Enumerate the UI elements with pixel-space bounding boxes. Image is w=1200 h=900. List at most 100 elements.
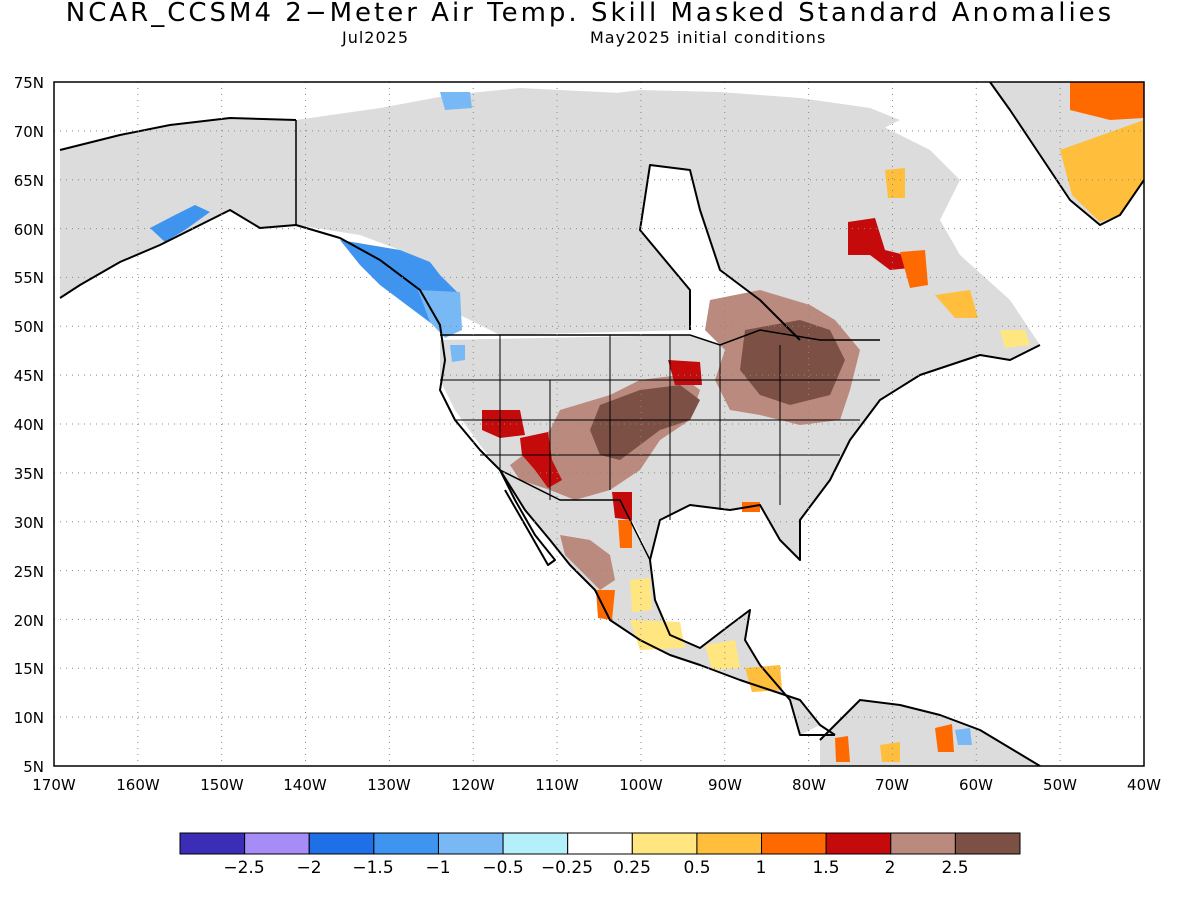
anomaly-mexico-brown: [560, 535, 615, 590]
lat-label: 35N: [14, 465, 44, 483]
hudson-bay-line: [639, 164, 801, 341]
mexico-land: [500, 470, 820, 735]
colorbar-label: 2: [885, 858, 896, 878]
lat-label: 60N: [14, 221, 44, 239]
colorbar-swatch: [179, 832, 246, 855]
anomaly-sa-lightblue: [955, 728, 972, 745]
graticule: [54, 82, 1144, 766]
colorbar-swatch: [502, 832, 569, 855]
colorbar-swatch: [696, 832, 763, 855]
lat-label: 70N: [14, 123, 44, 141]
anomaly-mexico-yellow: [630, 578, 652, 612]
anomaly-yucatan-yellow: [705, 640, 740, 670]
colorbar-swatch: [308, 832, 375, 855]
us-mexico-border: [499, 469, 651, 561]
lat-label: 25N: [14, 563, 44, 581]
west-coast-line: [59, 117, 836, 736]
state-lines: [440, 335, 880, 520]
anomaly-cells: [150, 82, 1144, 762]
political-borders: [295, 120, 880, 561]
anomaly-sa-orange: [835, 736, 850, 762]
lon-label: 130W: [367, 776, 411, 794]
south-america-land: [820, 700, 1040, 766]
colorbar-swatch: [825, 832, 892, 855]
anomaly-greenland-orange: [1070, 82, 1144, 120]
anomaly-wa-lightblue: [450, 345, 465, 362]
anomaly-gulf-yellow: [630, 620, 685, 650]
coastlines: [59, 82, 1144, 766]
lon-label: 100W: [619, 776, 663, 794]
anomaly-iowa-red: [668, 360, 702, 385]
colorbar-swatch: [437, 832, 504, 855]
lat-label: 10N: [14, 709, 44, 727]
lon-label: 120W: [451, 776, 495, 794]
lat-label: 75N: [14, 74, 44, 92]
lon-label: 50W: [1043, 776, 1077, 794]
alaska-land: [60, 118, 296, 298]
anomaly-greenland-yellow: [1060, 120, 1144, 222]
colorbar-label: 1: [756, 858, 767, 878]
lat-label: 30N: [14, 514, 44, 532]
lon-label: 110W: [535, 776, 579, 794]
map-frame: [53, 81, 1145, 767]
colorbar-labels: −2.5 −2 −1.5 −1 −0.5 −0.25 0.25 0.5 1 1.…: [223, 858, 968, 878]
colorbar-label: −0.25: [541, 858, 593, 878]
anomaly-newfoundland-yellow: [935, 290, 978, 318]
lon-label: 160W: [116, 776, 160, 794]
colorbar-swatch: [890, 832, 956, 855]
colorbar-label: −2.5: [223, 858, 264, 878]
colorbar-swatch: [761, 832, 827, 855]
lat-label: 20N: [14, 612, 44, 630]
lon-label: 60W: [959, 776, 993, 794]
colorbar-label: −1: [425, 858, 450, 878]
map-plot-area: [54, 82, 1144, 766]
lon-label: 170W: [32, 776, 76, 794]
anomaly-texas-orange: [618, 520, 632, 548]
lon-label: 70W: [875, 776, 909, 794]
lon-label: 90W: [708, 776, 742, 794]
colorbar-swatch: [567, 832, 633, 855]
lat-label: 45N: [14, 367, 44, 385]
anomaly-texas-red: [612, 492, 632, 520]
longitude-labels: 170W 160W 150W 140W 130W 120W 110W 100W …: [32, 776, 1161, 794]
anomaly-arctic-blue: [440, 92, 472, 110]
anomaly-hudson-yellow: [885, 168, 905, 198]
lat-label: 15N: [14, 660, 44, 678]
anomaly-sa-orange-east: [935, 724, 954, 752]
colorbar-label: −1.5: [352, 858, 393, 878]
anomaly-alaska-blue: [150, 205, 210, 242]
lat-label: 55N: [14, 269, 44, 287]
lon-label: 80W: [792, 776, 826, 794]
anomaly-sa-yellow: [880, 742, 900, 762]
baffin-land: [760, 130, 900, 210]
anomaly-labrador-orange: [900, 250, 928, 288]
lat-label: 65N: [14, 172, 44, 190]
colorbar-label: 2.5: [941, 858, 968, 878]
lat-label: 50N: [14, 318, 44, 336]
gulf-coast-line: [649, 344, 1041, 736]
colorbar-label: 0.5: [683, 858, 710, 878]
anomaly-utah-red: [482, 410, 525, 438]
baja-line: [499, 469, 556, 566]
lat-label: 40N: [14, 416, 44, 434]
south-america-line: [819, 699, 1041, 766]
colorbar-label: −0.5: [482, 858, 523, 878]
lon-label: 140W: [283, 776, 327, 794]
colorbar-label: 0.25: [613, 858, 651, 878]
latitude-labels: 75N 70N 65N 60N 55N 50N 45N 40N 35N 30N …: [14, 74, 44, 776]
colorbar-label: −2: [296, 858, 321, 878]
us-canada-border: [440, 329, 880, 346]
anomaly-newfoundland-light: [1000, 330, 1030, 348]
map-title: NCAR_CCSM4 2−Meter Air Temp. Skill Maske…: [65, 0, 1115, 28]
lon-label: 40W: [1127, 776, 1161, 794]
colorbar-swatch: [954, 832, 1021, 855]
lat-label: 5N: [23, 758, 44, 776]
anomaly-mexico-orange: [596, 590, 615, 620]
anomaly-greatlakes-brown-dark: [740, 320, 845, 405]
colorbar-swatch: [373, 832, 439, 855]
anomaly-plains-brown-dark: [590, 385, 700, 460]
anomaly-arizona-red: [520, 432, 562, 488]
colorbar-swatch: [631, 832, 698, 855]
valid-month: Jul2025: [342, 28, 410, 47]
